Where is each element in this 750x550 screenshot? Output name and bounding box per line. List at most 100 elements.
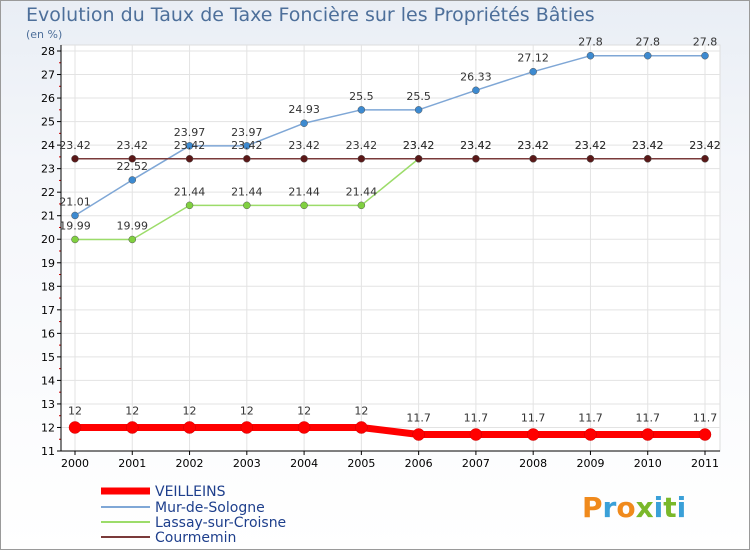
data-label-2: 23.42 [689, 139, 721, 152]
data-point-1 [128, 176, 137, 184]
data-point-3 [71, 155, 79, 163]
data-point-2 [185, 201, 194, 210]
data-label-2: 23.42 [517, 139, 549, 152]
y-tick-label: 27 [41, 69, 55, 82]
data-point-3 [472, 155, 480, 163]
legend-label-1: Mur-de-Sologne [155, 500, 265, 516]
y-tick-label: 17 [41, 304, 55, 317]
logo-letter: P [582, 491, 603, 524]
x-tick-label: 2004 [290, 457, 318, 470]
data-point-0 [584, 428, 597, 441]
data-label-0: 11.7 [693, 412, 718, 425]
data-label-3: 23.42 [288, 139, 320, 152]
data-label-0: 12 [125, 404, 139, 417]
data-point-0 [526, 428, 540, 441]
data-label-2: 19.99 [59, 219, 91, 232]
legend-label-3: Courmemin [155, 530, 236, 546]
logo-letter: x [636, 491, 654, 524]
data-point-1 [472, 86, 480, 95]
chart-subtitle: (en %) [26, 28, 63, 41]
y-tick-label: 16 [41, 327, 55, 340]
axes: 11 12 13 14 15 16 17 18 19 20 21 22 23 24 25 26 27 28 2000… [41, 45, 720, 470]
data-label-0: 11.7 [635, 412, 660, 425]
x-tick-label: 2008 [519, 457, 547, 470]
data-label-1: 22.52 [117, 160, 149, 173]
data-point-1 [701, 51, 709, 60]
data-label-0: 12 [68, 404, 82, 417]
data-label-0: 11.7 [578, 412, 603, 425]
y-tick-label: 22 [41, 186, 55, 199]
data-point-1 [414, 106, 423, 114]
data-label-3: 23.42 [231, 139, 263, 152]
data-point-0 [126, 421, 139, 434]
data-point-1 [71, 211, 79, 220]
y-tick-label: 24 [41, 139, 55, 152]
data-label-1: 24.93 [288, 103, 320, 116]
y-tick-label: 18 [41, 280, 55, 293]
data-point-0 [183, 421, 196, 434]
series-group [68, 51, 712, 441]
data-point-2 [128, 235, 137, 244]
chart-title: Evolution du Taux de Taxe Foncière sur l… [26, 4, 595, 26]
logo-letter: o [616, 491, 635, 524]
x-tick-label: 2002 [176, 457, 204, 470]
data-point-1 [300, 119, 308, 127]
data-label-1: 25.5 [406, 90, 431, 103]
y-tick-label: 12 [41, 421, 55, 434]
data-point-2 [300, 201, 308, 210]
data-label-1: 27.8 [693, 36, 718, 49]
data-point-1 [243, 142, 251, 150]
data-point-1 [586, 51, 595, 60]
data-label-1: 25.5 [349, 90, 374, 103]
data-label-3: 23.42 [346, 139, 378, 152]
data-point-0 [641, 428, 654, 441]
y-tick-label: 11 [41, 445, 55, 458]
data-point-0 [698, 428, 712, 441]
series-line-0 [75, 423, 705, 439]
data-point-0 [240, 421, 254, 434]
grid [60, 44, 721, 452]
y-tick-label: 21 [41, 210, 55, 223]
legend-label-2: Lassay-sur-Croisne [155, 515, 286, 531]
y-tick-label: 15 [41, 351, 55, 364]
data-label-3: 23.42 [460, 139, 492, 152]
y-tick-label: 20 [41, 233, 55, 246]
data-label-3: 23.42 [575, 139, 607, 152]
series-line-1 [74, 54, 705, 217]
data-point-3 [701, 155, 709, 163]
data-label-2: 23.42 [460, 139, 492, 152]
x-tick-label: 2006 [405, 457, 433, 470]
proxiti-logo: Proxiti [582, 491, 686, 524]
data-label-0: 12 [183, 404, 197, 417]
x-tick-label: 2011 [691, 457, 719, 470]
data-point-2 [357, 201, 366, 210]
logo-letter: i [677, 491, 687, 524]
data-point-3 [300, 155, 308, 163]
x-tick-label: 2003 [233, 457, 261, 470]
legend-label-0: VEILLEINS [155, 484, 226, 500]
data-label-1: 27.12 [517, 52, 549, 65]
data-point-0 [355, 421, 368, 434]
data-point-3 [243, 155, 251, 163]
data-point-0 [297, 421, 311, 434]
x-tick-label: 2009 [576, 457, 604, 470]
data-point-0 [412, 428, 425, 441]
data-label-1: 26.33 [460, 70, 492, 83]
data-label-2: 21.44 [231, 185, 263, 198]
data-label-0: 12 [354, 404, 368, 417]
data-point-1 [643, 51, 652, 60]
data-label-1: 27.8 [578, 36, 603, 49]
data-label-3: 23.42 [174, 139, 206, 152]
data-label-2: 21.44 [174, 185, 206, 198]
data-label-0: 11.7 [464, 412, 489, 425]
data-label-3: 23.42 [117, 139, 149, 152]
logo-letter: t [663, 491, 676, 524]
data-point-1 [529, 67, 537, 76]
x-tick-label: 2010 [634, 457, 662, 470]
data-point-1 [357, 106, 366, 114]
data-point-3 [185, 155, 194, 163]
x-tick-label: 2000 [61, 457, 89, 470]
data-labels: 12 12 12 12 12 12 11.7 11.7 11.7 11.7 11.7 11.7 21.0… [59, 36, 721, 425]
data-label-3: 23.42 [59, 139, 91, 152]
